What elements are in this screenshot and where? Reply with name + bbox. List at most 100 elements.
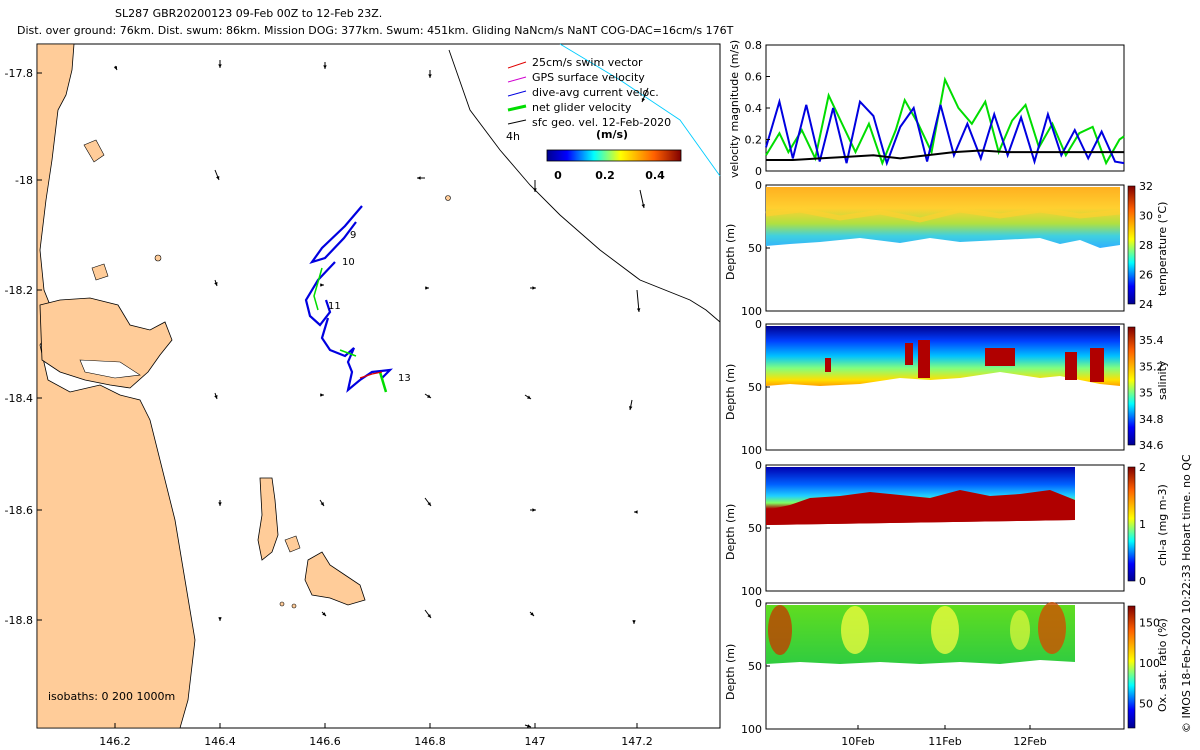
island-small-b	[83, 139, 105, 163]
colorbar-tick-label: 150	[1139, 616, 1160, 629]
colorbar-tick-label: 0	[1139, 575, 1146, 588]
header-title: SL287 GBR20200123 09-Feb 00Z to 12-Feb 2…	[115, 7, 382, 20]
x-tick-label: 146.2	[99, 735, 131, 748]
depth-tick-label: 50	[748, 522, 762, 535]
colorbar-tick-label: 35.2	[1139, 360, 1164, 373]
geo-arrow-head	[218, 64, 222, 68]
island-small-a	[91, 263, 109, 281]
copyright-note: © IMOS 18-Feb-2020 10:22:33 Hobart time.…	[1180, 454, 1193, 733]
colorbar-tick-label: 34.8	[1139, 413, 1164, 426]
geo-arrow-head	[323, 65, 327, 69]
reef-dot	[445, 195, 451, 201]
bay	[79, 359, 141, 379]
map-panel: 9 10 11 13 146.2 146.4 146.6 146.8 147 147.2 …	[5, 43, 721, 748]
geo-arrow-head	[533, 188, 537, 192]
velocity-series-line	[765, 97, 1125, 167]
geo-arrow-head	[218, 502, 222, 506]
colorbar-tick-label: 28	[1139, 239, 1153, 252]
islet	[154, 254, 162, 262]
legend-item: net glider velocity	[532, 101, 632, 114]
depth-label: Depth (m)	[724, 504, 737, 560]
colorbar-tick-label: 1	[1139, 518, 1146, 531]
date-tick-label: 12Feb	[1013, 735, 1046, 748]
isobaths-label: isobaths: 0 200 1000m	[48, 690, 175, 703]
legend-item: GPS surface velocity	[532, 71, 645, 84]
geo-arrow-head	[322, 612, 326, 616]
geo-arrow	[636, 289, 640, 313]
velocity-y-tick-label: 0.8	[745, 39, 763, 52]
date-tick-label: 10Feb	[841, 735, 874, 748]
speed-colorbar	[546, 149, 682, 162]
geo-arrow-head	[629, 406, 633, 410]
temperature-panel: Depth (m) temperature (°C)	[724, 184, 1169, 312]
depth-tick-label: 100	[741, 305, 762, 318]
geo-arrow-head	[634, 510, 638, 514]
y-tick-label: -17.8	[5, 67, 33, 80]
salinity-colorbar	[1127, 326, 1136, 446]
depth-tick-label: 50	[748, 381, 762, 394]
oxygen-colorbar	[1127, 605, 1136, 729]
geo-arrow-head	[532, 508, 536, 512]
depth-tick-label: 50	[748, 660, 762, 673]
velocity-ylabel: velocity magnitude (m/s)	[728, 40, 741, 178]
velocity-y-tick-label: 0.6	[745, 71, 763, 84]
geo-arrow-head	[636, 308, 641, 312]
depth-tick-label: 0	[755, 179, 762, 192]
velocity-lines	[765, 76, 1125, 167]
chl-panel: Depth (m) chl-a (mg m-3)	[724, 464, 1169, 592]
chl-colorbar	[1127, 466, 1136, 582]
geo-arrow-head	[218, 617, 222, 621]
colorbar-tick-label: 32	[1139, 180, 1153, 193]
colorbar-tick-label: 2	[1139, 461, 1146, 474]
island-palm	[304, 551, 366, 606]
x-tick-label: 146.8	[414, 735, 446, 748]
x-tick-label: 146.6	[309, 735, 341, 748]
geo-arrow-head	[641, 204, 645, 208]
x-tick-label: 147.2	[621, 735, 653, 748]
geo-arrow-head	[532, 286, 536, 290]
colorbar-tick-label: 24	[1139, 298, 1153, 311]
legend-item: dive-avg current veloc.	[532, 86, 659, 99]
salinity-field	[766, 326, 1120, 386]
glider-track	[304, 205, 393, 393]
islet	[291, 603, 297, 609]
geo-arrow-head	[641, 98, 646, 102]
geo-arrow-head	[427, 502, 431, 506]
depth-tick-label: 100	[741, 444, 762, 457]
temperature-field	[766, 187, 1120, 248]
x-tick-label: 147	[525, 735, 546, 748]
colorbar-tick: 0.4	[645, 169, 665, 182]
colorbar-tick-label: 100	[1139, 657, 1160, 670]
depth-tick-label: 0	[755, 597, 762, 610]
y-tick-label: -18.2	[5, 284, 33, 297]
geo-arrow-head	[527, 724, 531, 728]
legend-item: sfc geo. vel. 12-Feb-2020	[532, 116, 671, 129]
island-small-c	[284, 535, 301, 553]
track-label: 9	[350, 230, 356, 241]
depth-tick-label: 100	[741, 585, 762, 598]
colorbar-tick-label: 30	[1139, 210, 1153, 223]
geo-arrow-head	[214, 395, 218, 399]
geo-arrow-head	[417, 176, 421, 180]
depth-label: Depth (m)	[724, 364, 737, 420]
geo-arrow-head	[632, 620, 636, 624]
velocity-y-axis: 0 0.2 0.4 0.6 0.8	[745, 39, 770, 178]
colorbar-tick-label: 35	[1139, 387, 1153, 400]
geo-arrow-head	[428, 74, 432, 78]
legend: 25cm/s swim vector GPS surface velocity …	[506, 56, 682, 182]
temperature-colorbar	[1127, 185, 1136, 305]
geo-arrow-head	[527, 395, 531, 399]
islet	[279, 601, 285, 607]
y-tick-label: -18.4	[5, 392, 33, 405]
geo-arrow-head	[214, 282, 218, 286]
geo-arrow-head	[320, 502, 324, 506]
salinity-clabel: salinity	[1156, 360, 1169, 400]
x-tick-label: 146.4	[204, 735, 236, 748]
geo-arrow-head	[113, 66, 117, 70]
velocity-series-line	[765, 76, 1125, 166]
velocity-y-tick-label: 0.4	[745, 102, 763, 115]
colorbar-tick-label: 35.4	[1139, 334, 1164, 347]
geo-arrow-head	[427, 614, 431, 618]
depth-label: Depth (m)	[724, 644, 737, 700]
